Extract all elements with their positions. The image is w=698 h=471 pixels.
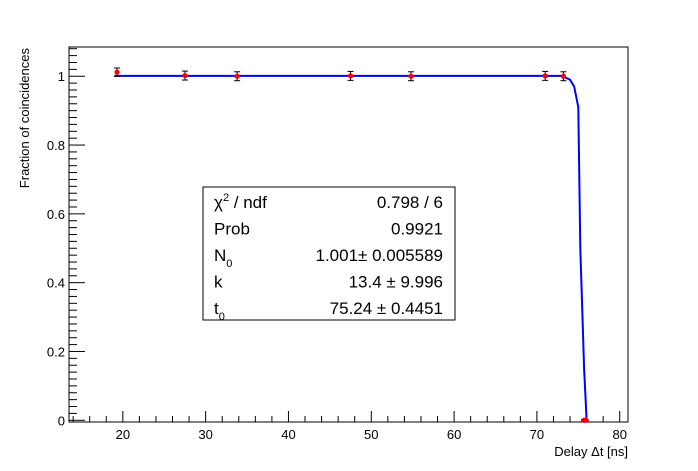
y-axis: 0 0.2 0.4 0.6 0.8 1 [47, 48, 85, 428]
y-tick-label: 0.2 [47, 344, 65, 359]
data-point [408, 71, 415, 82]
data-point [181, 70, 188, 81]
data-point-marker [114, 69, 120, 75]
stats-row-value: 13.4 ± 9.996 [349, 273, 443, 292]
data-point [560, 71, 567, 82]
stats-label-main: Prob [214, 220, 250, 239]
y-tick-label: 0.6 [47, 207, 65, 222]
data-point [234, 71, 241, 82]
y-tick-label: 0.8 [47, 138, 65, 153]
y-tick-label: 1 [58, 69, 65, 84]
y-axis-title: Fraction of coincidences [17, 48, 32, 189]
stats-label-subscript: 0 [219, 311, 225, 323]
data-points-layer [114, 67, 589, 423]
x-tick-label: 60 [447, 427, 461, 442]
data-point [542, 70, 549, 81]
stats-label-main: t [214, 299, 219, 318]
data-point-marker [347, 73, 354, 79]
x-tick-label: 80 [612, 427, 626, 442]
x-tick-label: 50 [364, 427, 378, 442]
stats-row-value: 75.24 ± 0.4451 [330, 299, 443, 318]
y-tick-label: 0.4 [47, 276, 65, 291]
data-point-marker [560, 73, 567, 79]
stats-row-value: 1.001± 0.005589 [316, 246, 444, 265]
x-tick-label: 20 [116, 427, 130, 442]
stats-label-main: χ [214, 193, 223, 212]
stats-row-value: 0.798 / 6 [377, 193, 443, 212]
stats-label-main: N [214, 246, 226, 265]
x-tick-label: 70 [530, 427, 544, 442]
data-point-marker [583, 417, 589, 423]
x-tick-label: 40 [281, 427, 295, 442]
data-point-marker [408, 73, 414, 79]
fit-curve-line [114, 74, 588, 421]
fit-curve-layer [114, 74, 588, 421]
data-point-marker [234, 73, 240, 79]
stats-row-label: k [214, 273, 223, 292]
y-tick-label: 0 [58, 413, 65, 428]
stats-row-label: t0 [214, 299, 225, 323]
x-axis-title: Delay Δt [ns] [554, 444, 628, 459]
stats-row-label: N0 [214, 246, 232, 270]
data-point [114, 67, 121, 77]
data-point-marker [182, 72, 188, 79]
stats-row-label: Prob [214, 220, 250, 239]
x-tick-label: 30 [198, 427, 212, 442]
x-axis: 20 30 40 50 60 70 80 [72, 411, 627, 442]
stats-row-value: 0.9921 [391, 220, 443, 239]
data-point-marker [542, 73, 548, 79]
stats-label-rest: / ndf [229, 193, 267, 212]
stats-label-subscript: 0 [226, 258, 232, 270]
data-point [347, 70, 354, 81]
stats-label-main: k [214, 273, 223, 292]
data-point [582, 417, 589, 423]
stats-row-label: χ2 / ndf [214, 192, 267, 212]
stats-label-superscript: 2 [223, 192, 229, 204]
stats-box-border [202, 186, 456, 321]
